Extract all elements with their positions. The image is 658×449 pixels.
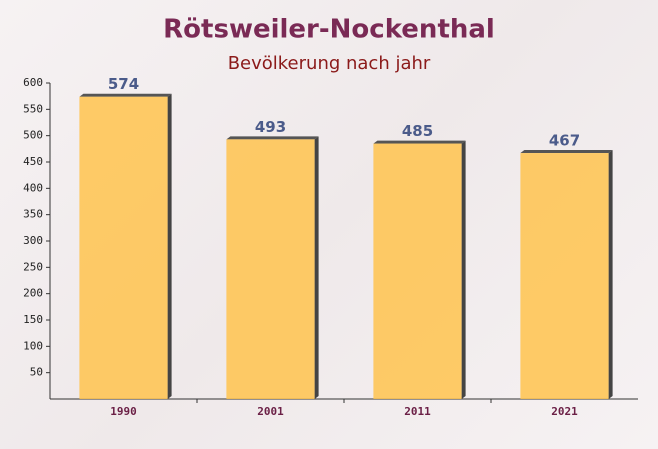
bar: [79, 96, 168, 400]
x-tick-label: 1990: [110, 405, 137, 418]
y-tick-label: 300: [23, 234, 43, 247]
x-tick-label: 2021: [551, 405, 578, 418]
y-tick-label: 50: [30, 366, 43, 379]
y-tick-label: 100: [23, 339, 43, 352]
value-label: 574: [108, 75, 139, 93]
y-tick-label: 550: [23, 102, 43, 115]
value-label: 485: [402, 122, 433, 140]
y-tick-label: 600: [23, 76, 43, 89]
bar: [373, 143, 462, 399]
y-tick-label: 150: [23, 313, 43, 326]
bar-shadow: [608, 150, 613, 399]
bar-shadow-top: [79, 93, 172, 97]
y-tick-label: 450: [23, 155, 43, 168]
bar-shadow-top: [373, 140, 466, 144]
y-tick-label: 250: [23, 260, 43, 273]
bar: [226, 139, 315, 399]
chart-title: Rötsweiler-Nockenthal: [163, 15, 495, 45]
bar-shadow-top: [226, 136, 319, 140]
value-label: 493: [255, 118, 286, 136]
y-tick-label: 400: [23, 181, 43, 194]
x-tick-label: 2001: [257, 405, 284, 418]
bar-shadow-top: [520, 150, 613, 154]
bar-shadow: [167, 93, 172, 400]
x-tick-label: 2011: [404, 405, 431, 418]
bar-shadow: [314, 136, 319, 399]
bar: [520, 153, 609, 399]
value-label: 467: [549, 132, 580, 150]
y-tick-label: 200: [23, 287, 43, 300]
chart-subtitle: Bevölkerung nach jahr: [228, 53, 431, 74]
y-tick-label: 350: [23, 208, 43, 221]
y-tick-label: 500: [23, 129, 43, 142]
bar-shadow: [461, 140, 466, 400]
